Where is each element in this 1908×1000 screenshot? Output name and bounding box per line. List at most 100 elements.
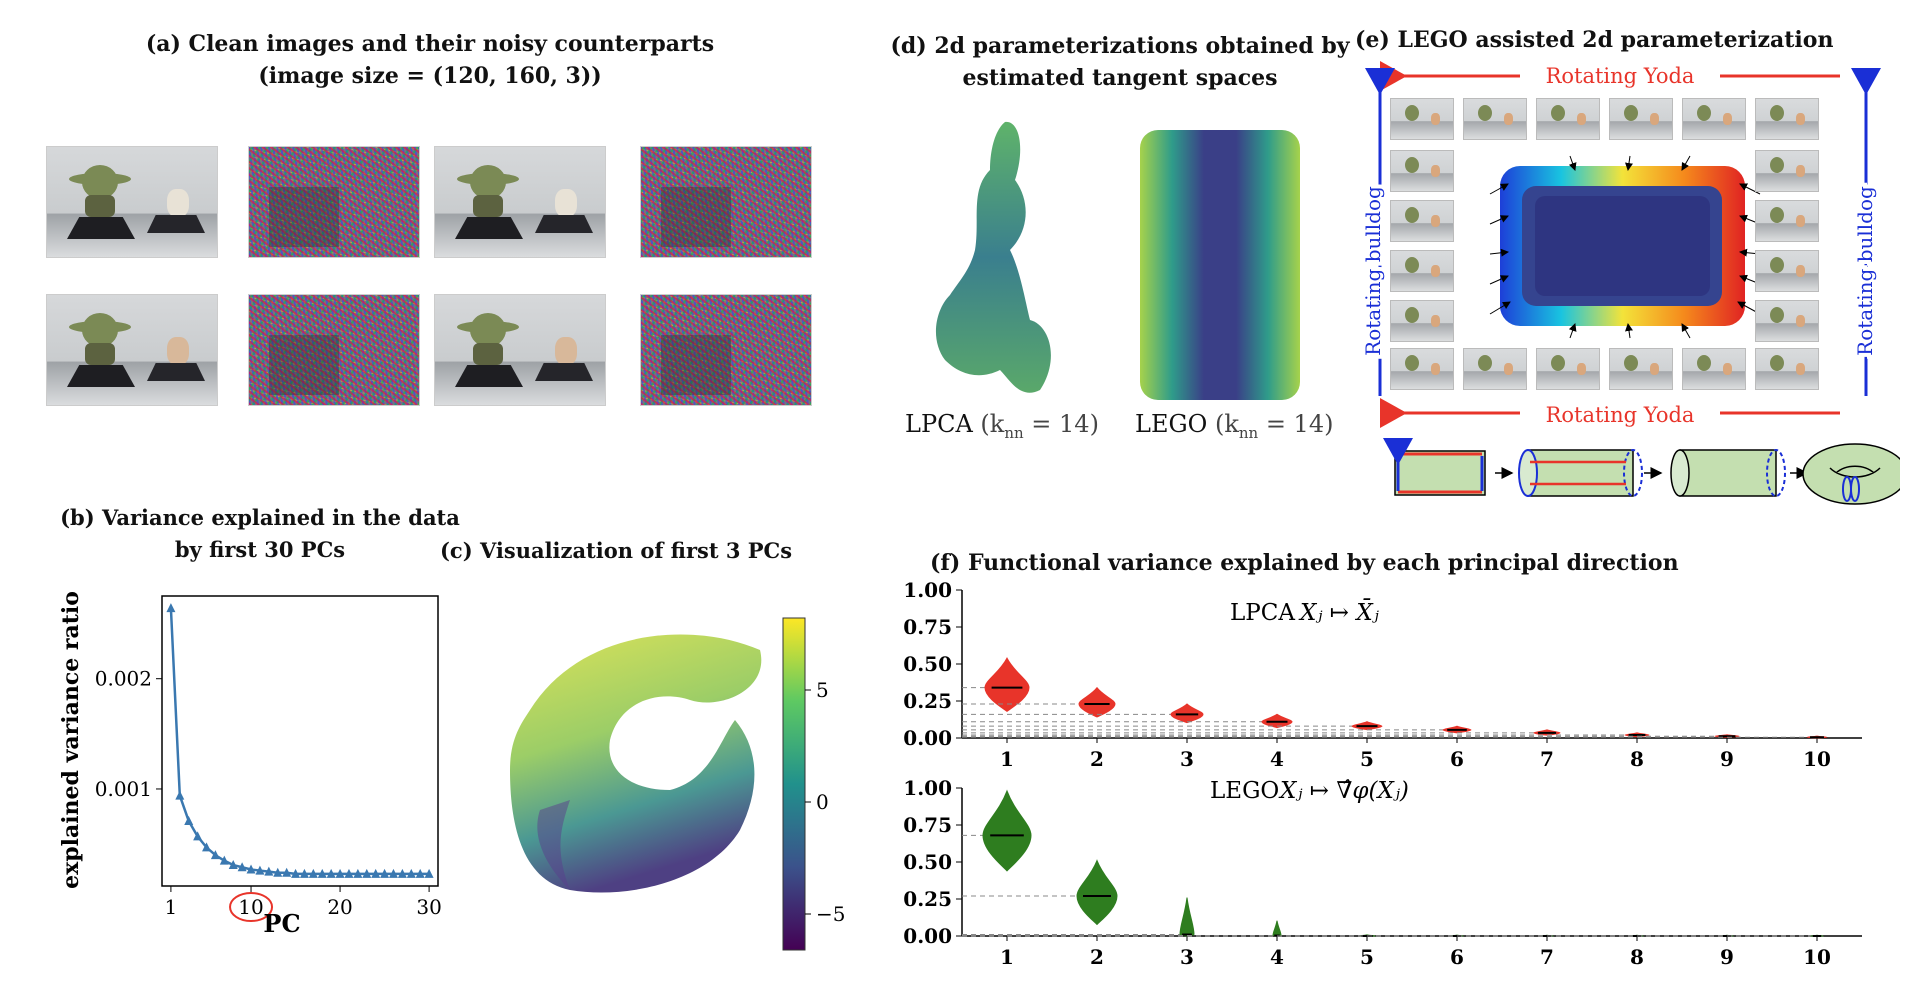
x-tick-label: 20 [327, 895, 352, 919]
y-tick-label: 0.00 [903, 726, 952, 750]
data-point [193, 831, 203, 841]
violin [1179, 897, 1195, 937]
x-tick-label: 6 [1450, 747, 1464, 771]
yoda-thumbnail [1755, 200, 1819, 242]
violin-charts: 0.00 0.25 0.50 0.75 1.00 1 2 3 4 5 6 7 8 9 10 0.00 0.25… [903, 580, 1862, 969]
noisy-image [640, 146, 812, 258]
colorbar-tick: −5 [816, 902, 845, 926]
data-point [210, 850, 220, 860]
pc-scatter-3d: 5 0 −5 [510, 617, 845, 951]
x-tick-label: 30 [416, 895, 441, 919]
data-point [166, 603, 176, 613]
y-tick-label: 0.25 [903, 887, 952, 911]
panel-b-title-line2: by first 30 PCs [174, 537, 346, 562]
data-point [380, 868, 390, 878]
bottom-label: Rotating Yoda [1546, 403, 1695, 427]
lpca-caption: LPCA (knn = 14) [905, 410, 1099, 442]
violin [1272, 920, 1282, 937]
x-tick-label: 2 [1090, 747, 1104, 771]
knn-eq: = 14) [1258, 410, 1334, 438]
data-point [415, 868, 425, 878]
x-tick-label: 7 [1540, 945, 1554, 969]
data-point [273, 867, 283, 877]
yoda-thumbnail [1682, 98, 1746, 140]
yoda-thumbnail [1755, 348, 1819, 390]
clean-image [46, 146, 218, 258]
x-tick-label: 1 [1000, 945, 1014, 969]
panel-d-title: (d) 2d parameterizations obtained by est… [870, 30, 1370, 94]
x-tick-label: 10 [1803, 747, 1831, 771]
x-tick-label: 5 [1360, 945, 1374, 969]
yoda-thumbnail [1390, 98, 1454, 140]
data-point [388, 868, 398, 878]
knn-label: (k [1214, 410, 1239, 438]
y-tick-label: 1.00 [903, 776, 952, 800]
panel-b-title: (b) Variance explained in the data by fi… [40, 502, 480, 566]
clean-image [46, 294, 218, 406]
yoda-thumbnail [1755, 98, 1819, 140]
data-point [299, 868, 309, 878]
lego-torus-diagram: Rotating Yoda Rotating Yoda Rotating bul… [1357, 61, 1900, 505]
data-point [202, 842, 212, 852]
x-tick-label: 7 [1540, 747, 1554, 771]
x-axis-label: PC [263, 909, 300, 938]
panel-f-title: (f) Functional variance explained by eac… [930, 550, 1679, 576]
y-axis-label: explained variance ratio [58, 591, 84, 889]
clean-image [434, 146, 606, 258]
data-point [246, 864, 256, 874]
x-tick-label: 8 [1630, 945, 1644, 969]
yoda-thumbnail [1463, 348, 1527, 390]
data-point [424, 868, 434, 878]
y-tick-label: 1.00 [903, 580, 952, 602]
lpca-formula-prefix: LPCA [1230, 600, 1295, 626]
yoda-thumbnail [1390, 300, 1454, 342]
parameterization-plots [935, 121, 1300, 400]
y-tick-label: 0.50 [903, 652, 952, 676]
colorbar-tick: 0 [816, 790, 829, 814]
torus-construction [1383, 438, 1900, 505]
x-tick-label: 1 [165, 895, 178, 919]
yoda-thumbnail [1463, 98, 1527, 140]
yoda-thumbnail [1390, 150, 1454, 192]
panel-a-title: (a) Clean images and their noisy counter… [130, 28, 730, 92]
x-tick-label: 9 [1720, 945, 1734, 969]
data-point [219, 855, 229, 865]
panel-d-title-line2: estimated tangent spaces [962, 65, 1278, 91]
yoda-thumbnail [1390, 250, 1454, 292]
y-tick-label: 0.00 [903, 924, 952, 948]
data-point [326, 868, 336, 878]
y-tick-label: 0.50 [903, 850, 952, 874]
panel-a-title-line2: (image size = (120, 160, 3)) [258, 63, 602, 89]
yoda-thumbnail [1390, 200, 1454, 242]
x-tick-label: 9 [1720, 747, 1734, 771]
lpca-embedding [935, 121, 1051, 393]
lego-formula-prefix: LEGO [1210, 778, 1279, 804]
y-tick-label: 0.001 [95, 777, 152, 801]
data-point [175, 790, 185, 800]
y-tick-label: 0.75 [903, 615, 952, 639]
knn-label: (k [980, 410, 1005, 438]
data-point [406, 868, 416, 878]
y-tick-label: 0.25 [903, 689, 952, 713]
plot-frame [161, 595, 439, 887]
y-tick-label: 0.002 [95, 667, 152, 691]
violin [1078, 686, 1116, 718]
x-tick-label: 10 [1803, 945, 1831, 969]
x-tick-label: 8 [1630, 747, 1644, 771]
x-tick-label: 2 [1090, 945, 1104, 969]
lego-caption: LEGO (knn = 14) [1135, 410, 1333, 442]
lego-embedding [1140, 130, 1300, 400]
yoda-thumbnail [1536, 348, 1600, 390]
colorbar-tick: 5 [816, 678, 829, 702]
lego-label: LEGO [1135, 410, 1208, 438]
panel-d-title-line1: (d) 2d parameterizations obtained by [890, 33, 1350, 59]
knn-eq: = 14) [1023, 410, 1099, 438]
yoda-thumbnail [1536, 98, 1600, 140]
variance-line [169, 608, 430, 876]
top-label: Rotating Yoda [1546, 64, 1695, 88]
data-point [237, 862, 247, 872]
data-point [264, 866, 274, 876]
data-point [344, 868, 354, 878]
x-tick-label: 4 [1270, 747, 1284, 771]
knn-sub: nn [1238, 423, 1259, 442]
